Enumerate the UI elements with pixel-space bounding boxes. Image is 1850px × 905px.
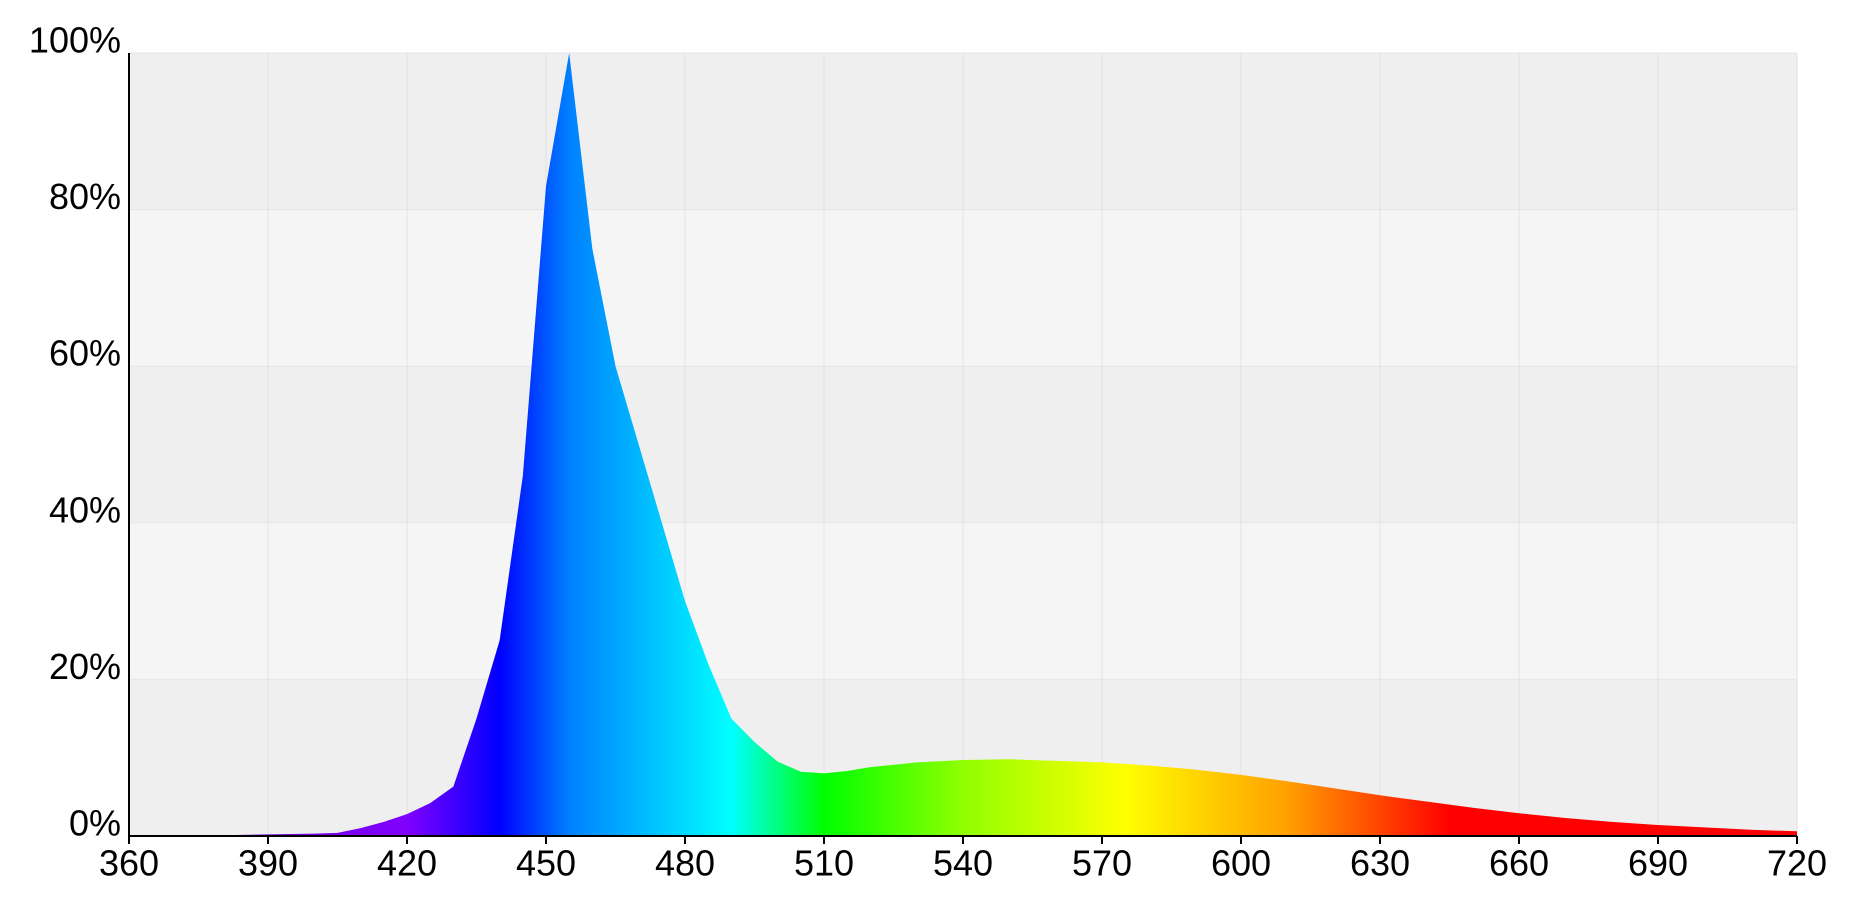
y-tick-label: 20% (49, 646, 121, 687)
x-tick-label: 660 (1489, 843, 1549, 884)
y-tick-label: 40% (49, 489, 121, 530)
y-tick-label: 80% (49, 176, 121, 217)
x-tick-label: 480 (655, 843, 715, 884)
y-tick-label: 60% (49, 333, 121, 374)
x-tick-label: 450 (516, 843, 576, 884)
x-tick-label: 570 (1072, 843, 1132, 884)
x-tick-label: 360 (99, 843, 159, 884)
spectrum-area (129, 53, 1797, 836)
x-tick-label: 420 (377, 843, 437, 884)
x-tick-label: 600 (1211, 843, 1271, 884)
x-tick-label: 630 (1350, 843, 1410, 884)
y-tick-label: 100% (29, 20, 121, 61)
x-tick-label: 510 (794, 843, 854, 884)
x-tick-label: 390 (238, 843, 298, 884)
x-tick-label: 540 (933, 843, 993, 884)
y-tick-label: 0% (69, 803, 121, 844)
x-tick-label: 720 (1767, 843, 1827, 884)
x-tick-label: 690 (1628, 843, 1688, 884)
